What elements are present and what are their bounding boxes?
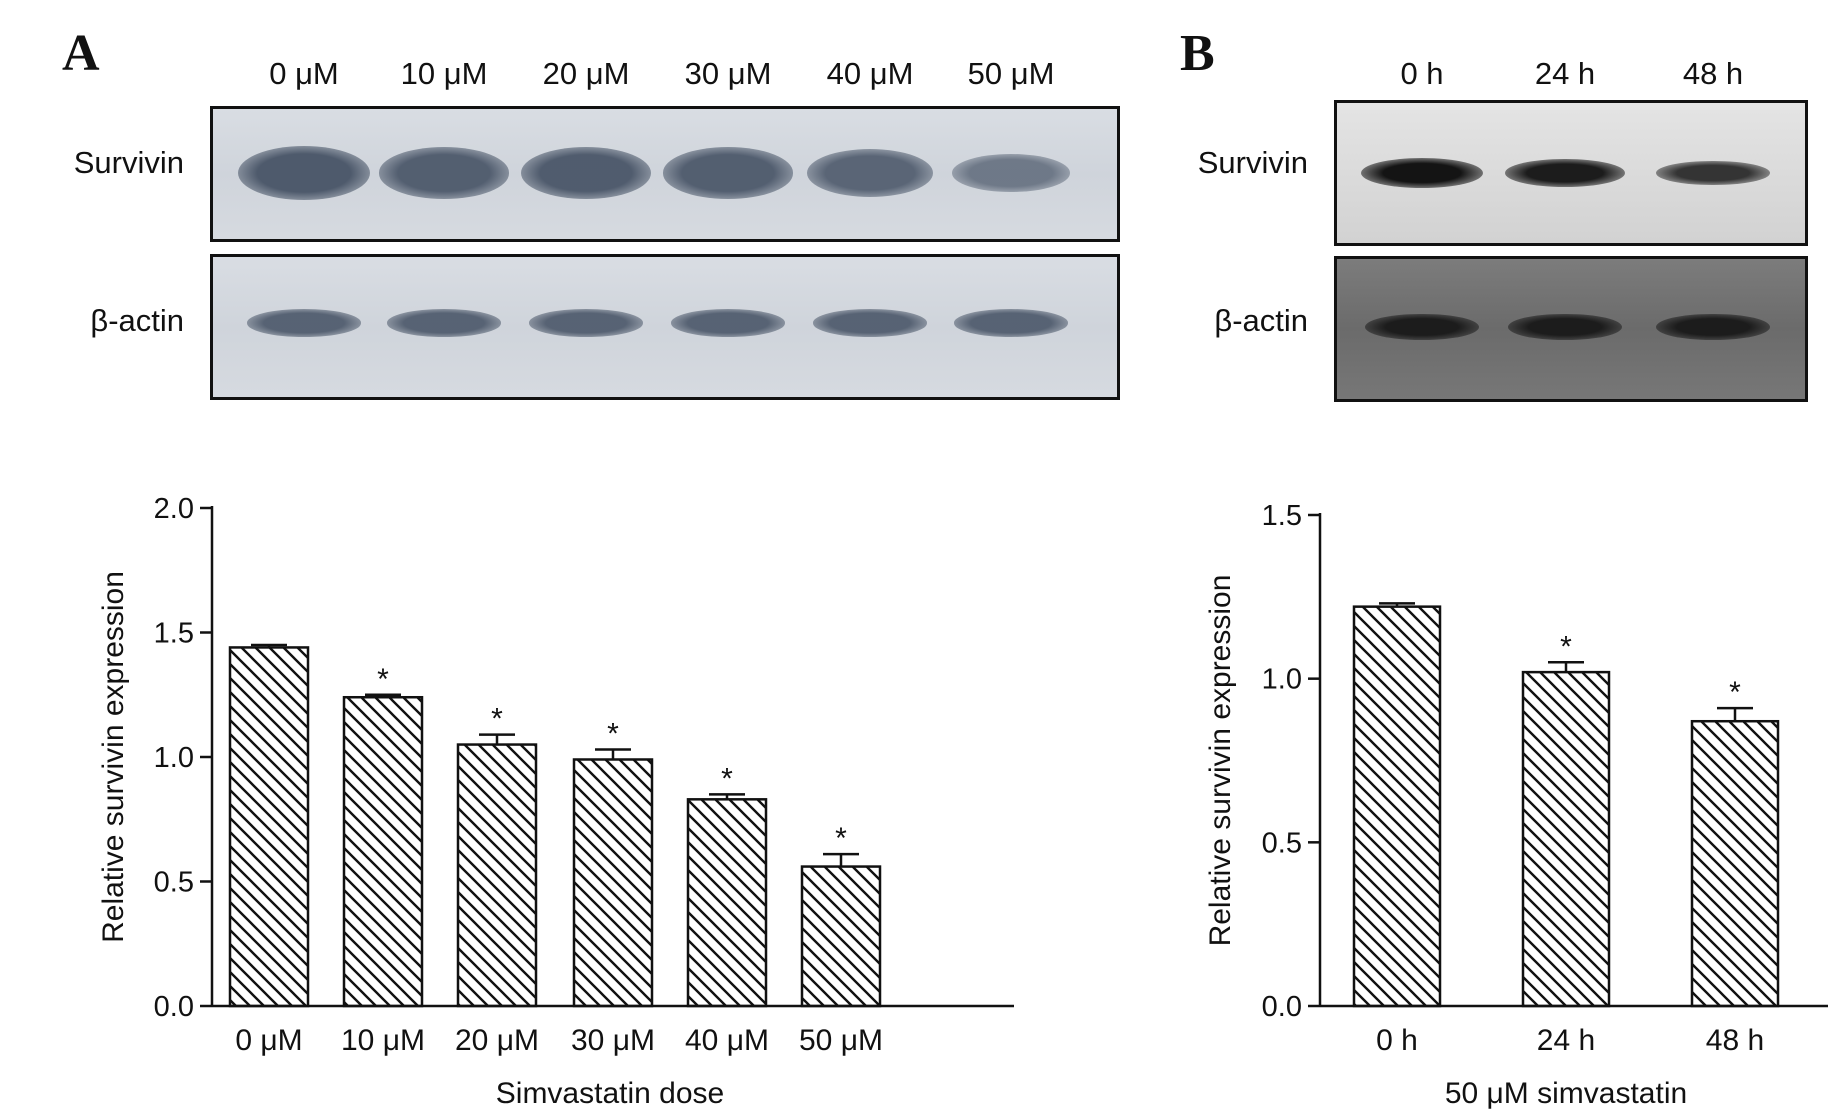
- panel-b-survivin-blot: [1334, 100, 1808, 246]
- lane-label: 40 μM: [826, 56, 914, 91]
- panel-a-survivin-label: Survivin: [73, 145, 184, 180]
- protein-band: [238, 146, 370, 200]
- protein-band: [379, 147, 509, 199]
- bar: [456, 743, 538, 1008]
- protein-band: [812, 309, 928, 337]
- lane-label: 0 μM: [269, 56, 339, 91]
- bar: [686, 798, 768, 1008]
- protein-band: [1508, 313, 1622, 341]
- panel-a-actin-blot: [210, 254, 1120, 400]
- protein-band: [663, 147, 793, 199]
- x-tick-label: 20 μM: [455, 1024, 539, 1057]
- y-tick-label: 1.5: [154, 618, 194, 650]
- lane-label: 48 h: [1682, 56, 1744, 91]
- protein-band: [1365, 313, 1479, 341]
- protein-band: [1505, 158, 1625, 188]
- x-tick-label: 0 h: [1376, 1024, 1418, 1057]
- panel-b-letter: B: [1180, 25, 1215, 82]
- x-axis-label: Simvastatin dose: [496, 1077, 724, 1110]
- protein-band: [1361, 158, 1483, 188]
- protein-band: [953, 309, 1069, 337]
- protein-band: [806, 148, 934, 198]
- lane-label: 0 h: [1400, 56, 1444, 91]
- significance-marker: *: [1729, 676, 1741, 709]
- protein-band: [1656, 160, 1770, 186]
- x-tick-label: 10 μM: [341, 1024, 425, 1057]
- protein-band: [1656, 313, 1770, 341]
- significance-marker: *: [491, 703, 503, 736]
- bar: [342, 695, 424, 1008]
- panel-b-actin-blot: [1334, 256, 1808, 402]
- significance-marker: *: [607, 718, 619, 751]
- bar: [228, 646, 310, 1008]
- significance-marker: *: [835, 822, 847, 855]
- y-tick-label: 1.5: [1262, 500, 1302, 532]
- panel-b-actin-label: β-actin: [1214, 303, 1308, 338]
- y-tick-label: 2.0: [154, 493, 194, 525]
- x-tick-label: 48 h: [1706, 1024, 1764, 1057]
- x-tick-label: 0 μM: [235, 1024, 302, 1057]
- panel-a-letter: A: [62, 25, 100, 82]
- y-axis-label: Relative survivin expression: [97, 571, 130, 943]
- protein-band: [952, 154, 1070, 192]
- panel-a-actin-label: β-actin: [90, 303, 184, 338]
- y-tick-label: 1.0: [154, 742, 194, 774]
- y-tick-label: 0.0: [154, 991, 194, 1023]
- protein-band: [520, 146, 652, 200]
- x-tick-label: 24 h: [1537, 1024, 1595, 1057]
- panel-a-survivin-blot: [210, 106, 1120, 242]
- y-tick-label: 0.5: [1262, 827, 1302, 859]
- x-axis-label: 50 μM simvastatin: [1445, 1077, 1687, 1110]
- bar: [800, 865, 882, 1008]
- lane-label: 10 μM: [400, 56, 488, 91]
- x-tick-label: 40 μM: [685, 1024, 769, 1057]
- y-tick-label: 1.0: [1262, 664, 1302, 696]
- bar: [1690, 719, 1780, 1008]
- x-tick-label: 30 μM: [571, 1024, 655, 1057]
- lane-label: 30 μM: [684, 56, 772, 91]
- significance-marker: *: [377, 663, 389, 696]
- lane-label: 50 μM: [967, 56, 1055, 91]
- x-tick-label: 50 μM: [799, 1024, 883, 1057]
- panel-b-survivin-label: Survivin: [1197, 145, 1308, 180]
- y-axis-label: Relative survivin expression: [1204, 575, 1237, 947]
- bar: [572, 758, 654, 1008]
- bar: [1521, 670, 1611, 1008]
- bar: [1352, 605, 1442, 1008]
- y-tick-label: 0.0: [1262, 991, 1302, 1023]
- protein-band: [246, 309, 362, 337]
- significance-marker: *: [1560, 630, 1572, 663]
- protein-band: [528, 309, 644, 337]
- protein-band: [670, 309, 786, 337]
- protein-band: [386, 309, 502, 337]
- lane-label: 20 μM: [542, 56, 630, 91]
- lane-label: 24 h: [1534, 56, 1596, 91]
- y-tick-label: 0.5: [154, 867, 194, 899]
- significance-marker: *: [721, 762, 733, 795]
